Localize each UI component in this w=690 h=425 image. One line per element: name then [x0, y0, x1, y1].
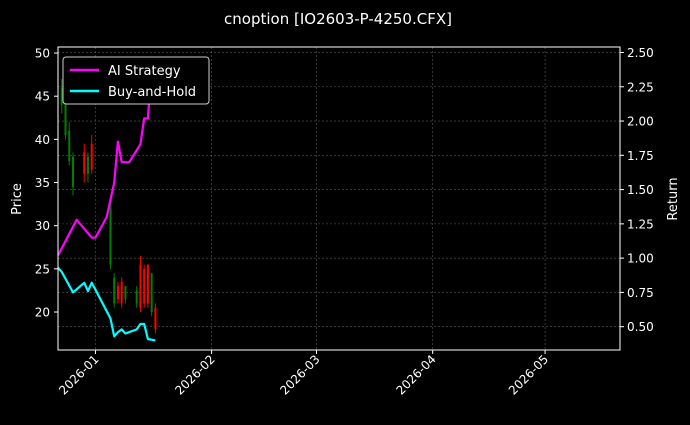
legend: AI Strategy Buy-and-Hold [62, 56, 210, 105]
y2-axis-label: Return [666, 177, 681, 220]
candle-layer [60, 78, 157, 334]
series-layer [57, 66, 156, 342]
candle [68, 122, 71, 166]
legend-box [62, 56, 210, 105]
legend-label-buy-and-hold: Buy-and-Hold [108, 85, 196, 100]
y2-tick-label: 2.00 [627, 115, 654, 129]
chart-title: cnoption [IO2603-P-4250.CFX] [224, 10, 452, 28]
candle [60, 78, 63, 114]
candle [124, 286, 127, 304]
x-tick-label: 2026-01 [56, 352, 101, 397]
candle-body [143, 268, 146, 304]
axis-layer [57, 46, 621, 351]
candle [120, 277, 123, 308]
candle [86, 152, 89, 183]
x-tick-label: 2026-03 [277, 352, 322, 397]
y2-tick-label: 1.75 [627, 149, 654, 163]
y-tick-label: 35 [35, 176, 50, 190]
candle-body [139, 264, 142, 308]
y-tick-label: 25 [35, 262, 50, 276]
candle [71, 152, 74, 196]
candle-body [71, 156, 74, 187]
y-tick-label: 20 [35, 306, 50, 320]
candle [90, 135, 93, 174]
candle-body [150, 273, 153, 313]
y-tick-label: 50 [35, 47, 50, 61]
x-tick-label: 2026-04 [393, 352, 438, 397]
y2-tick-label: 1.50 [627, 183, 654, 197]
candle [83, 143, 86, 183]
candle [113, 273, 116, 308]
y2-tick-label: 2.25 [627, 80, 654, 94]
candle-body [120, 281, 123, 304]
candle [143, 264, 146, 308]
candle-body [83, 152, 86, 174]
series-line-buy-and-hold [57, 266, 156, 342]
y-tick-label: 30 [35, 219, 50, 233]
candle-body [60, 87, 63, 105]
y2-tick-label: 0.75 [627, 286, 654, 300]
candle [139, 255, 142, 313]
candle [150, 273, 153, 317]
candle [135, 286, 138, 308]
candle-body [113, 277, 116, 304]
candle-body [135, 290, 138, 304]
y2-tick-label: 1.00 [627, 252, 654, 266]
candle-body [68, 130, 71, 161]
y-axis-label: Price [10, 183, 25, 215]
series-line-ai-strategy [57, 66, 153, 256]
x-tick-label: 2026-02 [172, 352, 217, 397]
candle [154, 303, 157, 334]
candle-body [86, 156, 89, 174]
candle-body [64, 96, 67, 136]
candle-body [116, 286, 119, 300]
candle-body [109, 199, 112, 265]
x-tick-label: 2026-05 [506, 352, 551, 397]
y2-tick-label: 0.50 [627, 320, 654, 334]
legend-label-ai-strategy: AI Strategy [108, 64, 181, 79]
y2-tick-label: 2.50 [627, 46, 654, 60]
candle [146, 264, 149, 308]
candle [109, 195, 112, 269]
y-tick-label: 40 [35, 133, 50, 147]
candle-body [154, 307, 157, 330]
plot-frame [57, 46, 621, 351]
y2-tick-label: 1.25 [627, 217, 654, 231]
candle [116, 281, 119, 304]
y-tick-label: 45 [35, 90, 50, 104]
candle-body [146, 264, 149, 304]
candle-body [124, 286, 127, 300]
candle-body [90, 143, 93, 170]
